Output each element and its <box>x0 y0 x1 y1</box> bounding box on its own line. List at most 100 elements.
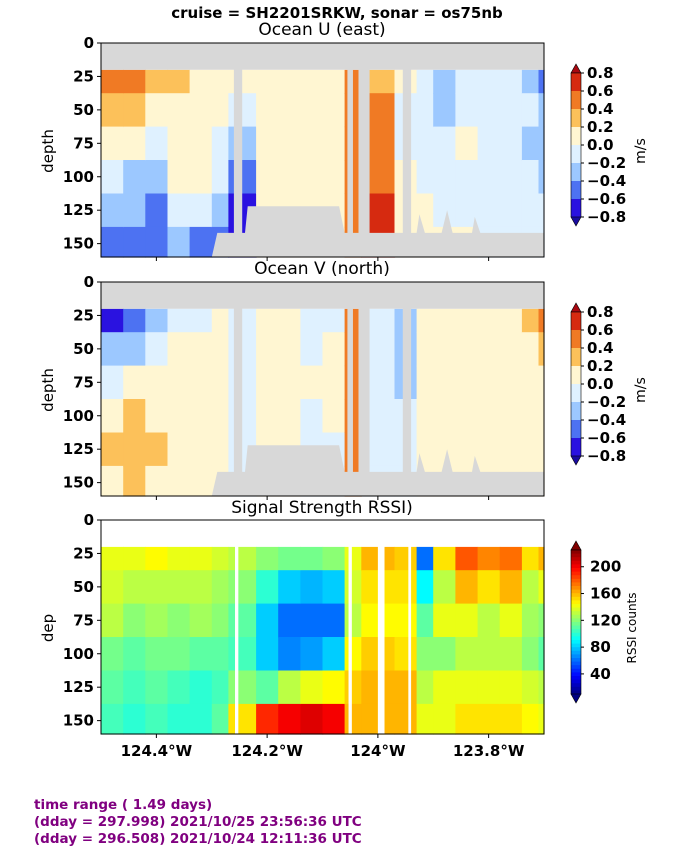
heatmap-cell <box>300 365 324 400</box>
heatmap-cell <box>256 570 279 605</box>
y-tick-label: 0 <box>84 34 94 52</box>
panel-title: Ocean V (north) <box>254 259 390 279</box>
heatmap-cell <box>416 365 434 400</box>
heatmap-cell <box>538 432 545 467</box>
heatmap-cell <box>123 365 146 400</box>
heatmap-cell <box>300 546 324 571</box>
heatmap-cell <box>394 546 418 571</box>
heatmap-cell <box>189 93 213 128</box>
heatmap-cell <box>499 93 523 128</box>
heatmap-cell <box>145 399 169 433</box>
colorbar-segment <box>571 312 581 331</box>
heatmap-cell <box>211 365 229 400</box>
heatmap-cell <box>167 703 191 735</box>
heatmap-cell <box>521 546 540 571</box>
heatmap-cell <box>477 332 501 367</box>
heatmap-cell <box>278 703 301 735</box>
colorbar-segment <box>571 632 581 637</box>
heatmap-cell <box>455 399 479 433</box>
heatmap-cell <box>228 670 257 705</box>
heatmap-cell <box>455 160 479 194</box>
heatmap-cell <box>394 703 418 735</box>
heatmap-cell <box>477 69 501 94</box>
colorbar-segment <box>571 73 581 92</box>
heatmap-cell <box>477 432 501 467</box>
heatmap-cell <box>322 126 346 161</box>
heatmap-cell <box>278 670 301 705</box>
heatmap-cell <box>322 570 346 605</box>
colorbar-tick-label: 0.8 <box>587 303 614 321</box>
colorbar-segment <box>571 658 581 663</box>
colorbar-segment <box>571 366 581 385</box>
heatmap-cell <box>300 308 324 333</box>
colorbar-extend-max <box>570 302 582 313</box>
heatmap-cell <box>477 365 501 400</box>
colorbar-segment <box>571 650 581 655</box>
heatmap-cell <box>521 432 540 467</box>
heatmap-cell <box>344 570 362 605</box>
heatmap-cell <box>123 193 146 228</box>
heatmap-cell <box>538 670 545 705</box>
colorbar-segment <box>571 643 581 648</box>
heatmap-cell <box>538 546 545 571</box>
plot-frame <box>100 42 545 258</box>
heatmap-cell <box>278 546 301 571</box>
heatmap-cell <box>256 399 279 433</box>
heatmap-cell <box>344 603 362 638</box>
heatmap-cell <box>322 332 346 367</box>
heatmap-cell <box>256 160 279 194</box>
heatmap-cell <box>211 603 229 638</box>
heatmap-cell <box>433 69 456 94</box>
colorbar-segment <box>571 550 581 555</box>
bottom-no-data <box>211 445 545 496</box>
heatmap-cell <box>521 637 540 671</box>
heatmap-cell <box>322 160 346 194</box>
heatmap-cell <box>123 637 146 671</box>
heatmap-cell <box>322 308 346 333</box>
x-tick-label: 123.8°W <box>453 742 525 760</box>
heatmap-cell <box>322 670 346 705</box>
colorbar: 200 160 120 80 40 <box>570 540 621 704</box>
colorbar-segment <box>571 127 581 146</box>
y-axis-label: dep <box>39 614 57 642</box>
heatmap-cell <box>499 432 523 467</box>
heatmap-cell <box>477 670 501 705</box>
colorbar-tick-label: −0.2 <box>587 154 626 172</box>
heatmap-cell <box>322 703 346 735</box>
no-data-band <box>101 282 544 309</box>
heatmap-cell <box>300 637 324 671</box>
heatmap-cell <box>228 332 257 367</box>
colorbar-segment <box>571 582 581 587</box>
heatmap-cell <box>455 69 479 94</box>
panel-v: Ocean V (north) depth 0 25 50 75 100 125 150 0… <box>39 259 649 500</box>
heatmap-cell <box>322 365 346 400</box>
heatmap-cell <box>278 603 301 638</box>
heatmap-cell <box>101 432 124 467</box>
heatmap-cell <box>211 126 229 161</box>
heatmap-cell <box>228 93 257 128</box>
colorbar-segment <box>571 683 581 688</box>
heatmap-cell <box>145 226 169 258</box>
heatmap-cell <box>433 570 456 605</box>
heatmap-cell <box>228 126 257 161</box>
colorbar-segment <box>571 676 581 681</box>
heatmap-cell <box>433 332 456 367</box>
heatmap-cell <box>477 603 501 638</box>
heatmap-cell <box>101 570 124 605</box>
heatmap-cell <box>167 432 191 467</box>
no-data-gap <box>402 282 412 496</box>
colorbar-extend-max <box>570 63 582 74</box>
heatmap-cell <box>101 69 124 94</box>
colorbar-tick-label: 160 <box>590 585 621 603</box>
y-tick-label: 100 <box>63 645 94 663</box>
heatmap-cell <box>455 570 479 605</box>
heatmap-cell <box>455 126 479 161</box>
heatmap-cell <box>300 703 324 735</box>
colorbar-tick-label: −0.4 <box>587 172 626 190</box>
heatmap-cell <box>211 69 229 94</box>
colorbar-tick-label: 0.2 <box>587 357 614 375</box>
y-tick-label: 100 <box>63 407 94 425</box>
heatmap-cell <box>167 193 191 228</box>
heatmap-cell <box>455 637 479 671</box>
heatmap-cell <box>145 432 169 467</box>
